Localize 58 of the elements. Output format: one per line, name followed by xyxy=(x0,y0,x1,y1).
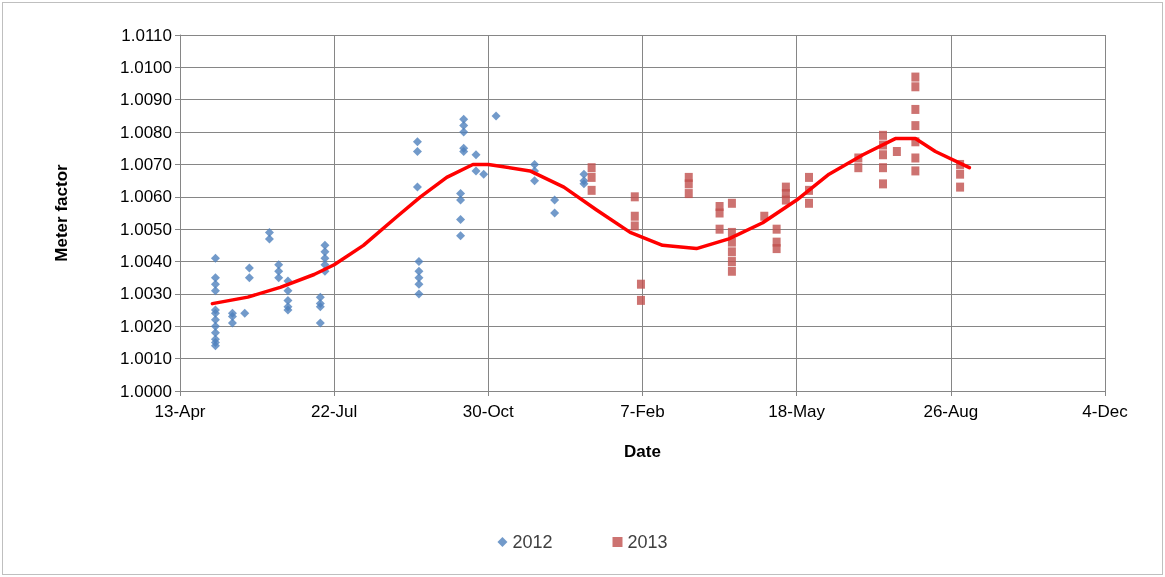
point xyxy=(805,198,813,208)
point xyxy=(781,195,790,205)
legend-label: 2013 xyxy=(627,532,668,552)
point xyxy=(587,185,596,195)
x-tick-label: 4-Dec xyxy=(1082,402,1129,421)
x-tick-label: 18-May xyxy=(768,402,826,421)
y-tick-label: 1.0030 xyxy=(120,284,172,304)
x-tick-label: 13-Apr xyxy=(154,402,206,421)
x-tick-label: 30-Oct xyxy=(462,402,515,421)
y-tick-label: 1.0060 xyxy=(120,187,172,207)
point xyxy=(911,153,920,163)
point xyxy=(727,257,736,267)
point xyxy=(727,266,736,276)
y-tick-label: 1.0070 xyxy=(120,154,172,174)
point xyxy=(892,147,901,157)
point xyxy=(630,221,639,231)
point xyxy=(630,192,639,202)
point xyxy=(956,182,965,192)
point xyxy=(684,189,693,199)
point xyxy=(879,163,887,173)
point xyxy=(636,295,645,305)
point xyxy=(911,82,920,92)
point xyxy=(772,224,781,234)
point xyxy=(587,163,596,173)
x-tick-label: 22-Jul xyxy=(311,402,358,421)
point xyxy=(911,121,920,131)
y-tick-label: 1.0010 xyxy=(120,349,172,369)
legend-label: 2012 xyxy=(512,532,553,552)
point xyxy=(805,172,813,182)
x-tick-label: 26-Aug xyxy=(923,402,979,421)
point xyxy=(911,72,920,82)
point xyxy=(636,279,645,289)
y-tick-label: 1.0040 xyxy=(120,252,172,272)
y-tick-label: 1.0090 xyxy=(120,90,172,110)
point xyxy=(879,150,887,160)
point xyxy=(587,172,596,182)
y-tick-label: 1.0000 xyxy=(120,381,172,401)
point xyxy=(715,208,724,218)
point xyxy=(879,179,887,189)
y-axis-title: Meter factor xyxy=(52,163,71,262)
y-tick-label: 1.0020 xyxy=(120,316,172,336)
x-axis-title: Date xyxy=(624,442,661,461)
y-tick-label: 1.0110 xyxy=(121,25,172,45)
point xyxy=(772,244,781,254)
point xyxy=(684,179,693,189)
point xyxy=(879,130,887,140)
point xyxy=(715,224,724,234)
point xyxy=(956,169,965,179)
point xyxy=(727,247,736,257)
point xyxy=(911,166,920,176)
point xyxy=(911,104,920,114)
point xyxy=(727,198,736,208)
y-tick-label: 1.0050 xyxy=(120,219,172,239)
y-tick-label: 1.0080 xyxy=(120,122,172,142)
point xyxy=(854,163,863,173)
x-tick-label: 7-Feb xyxy=(620,402,665,421)
point xyxy=(630,211,639,221)
y-tick-label: 1.0100 xyxy=(120,57,172,77)
